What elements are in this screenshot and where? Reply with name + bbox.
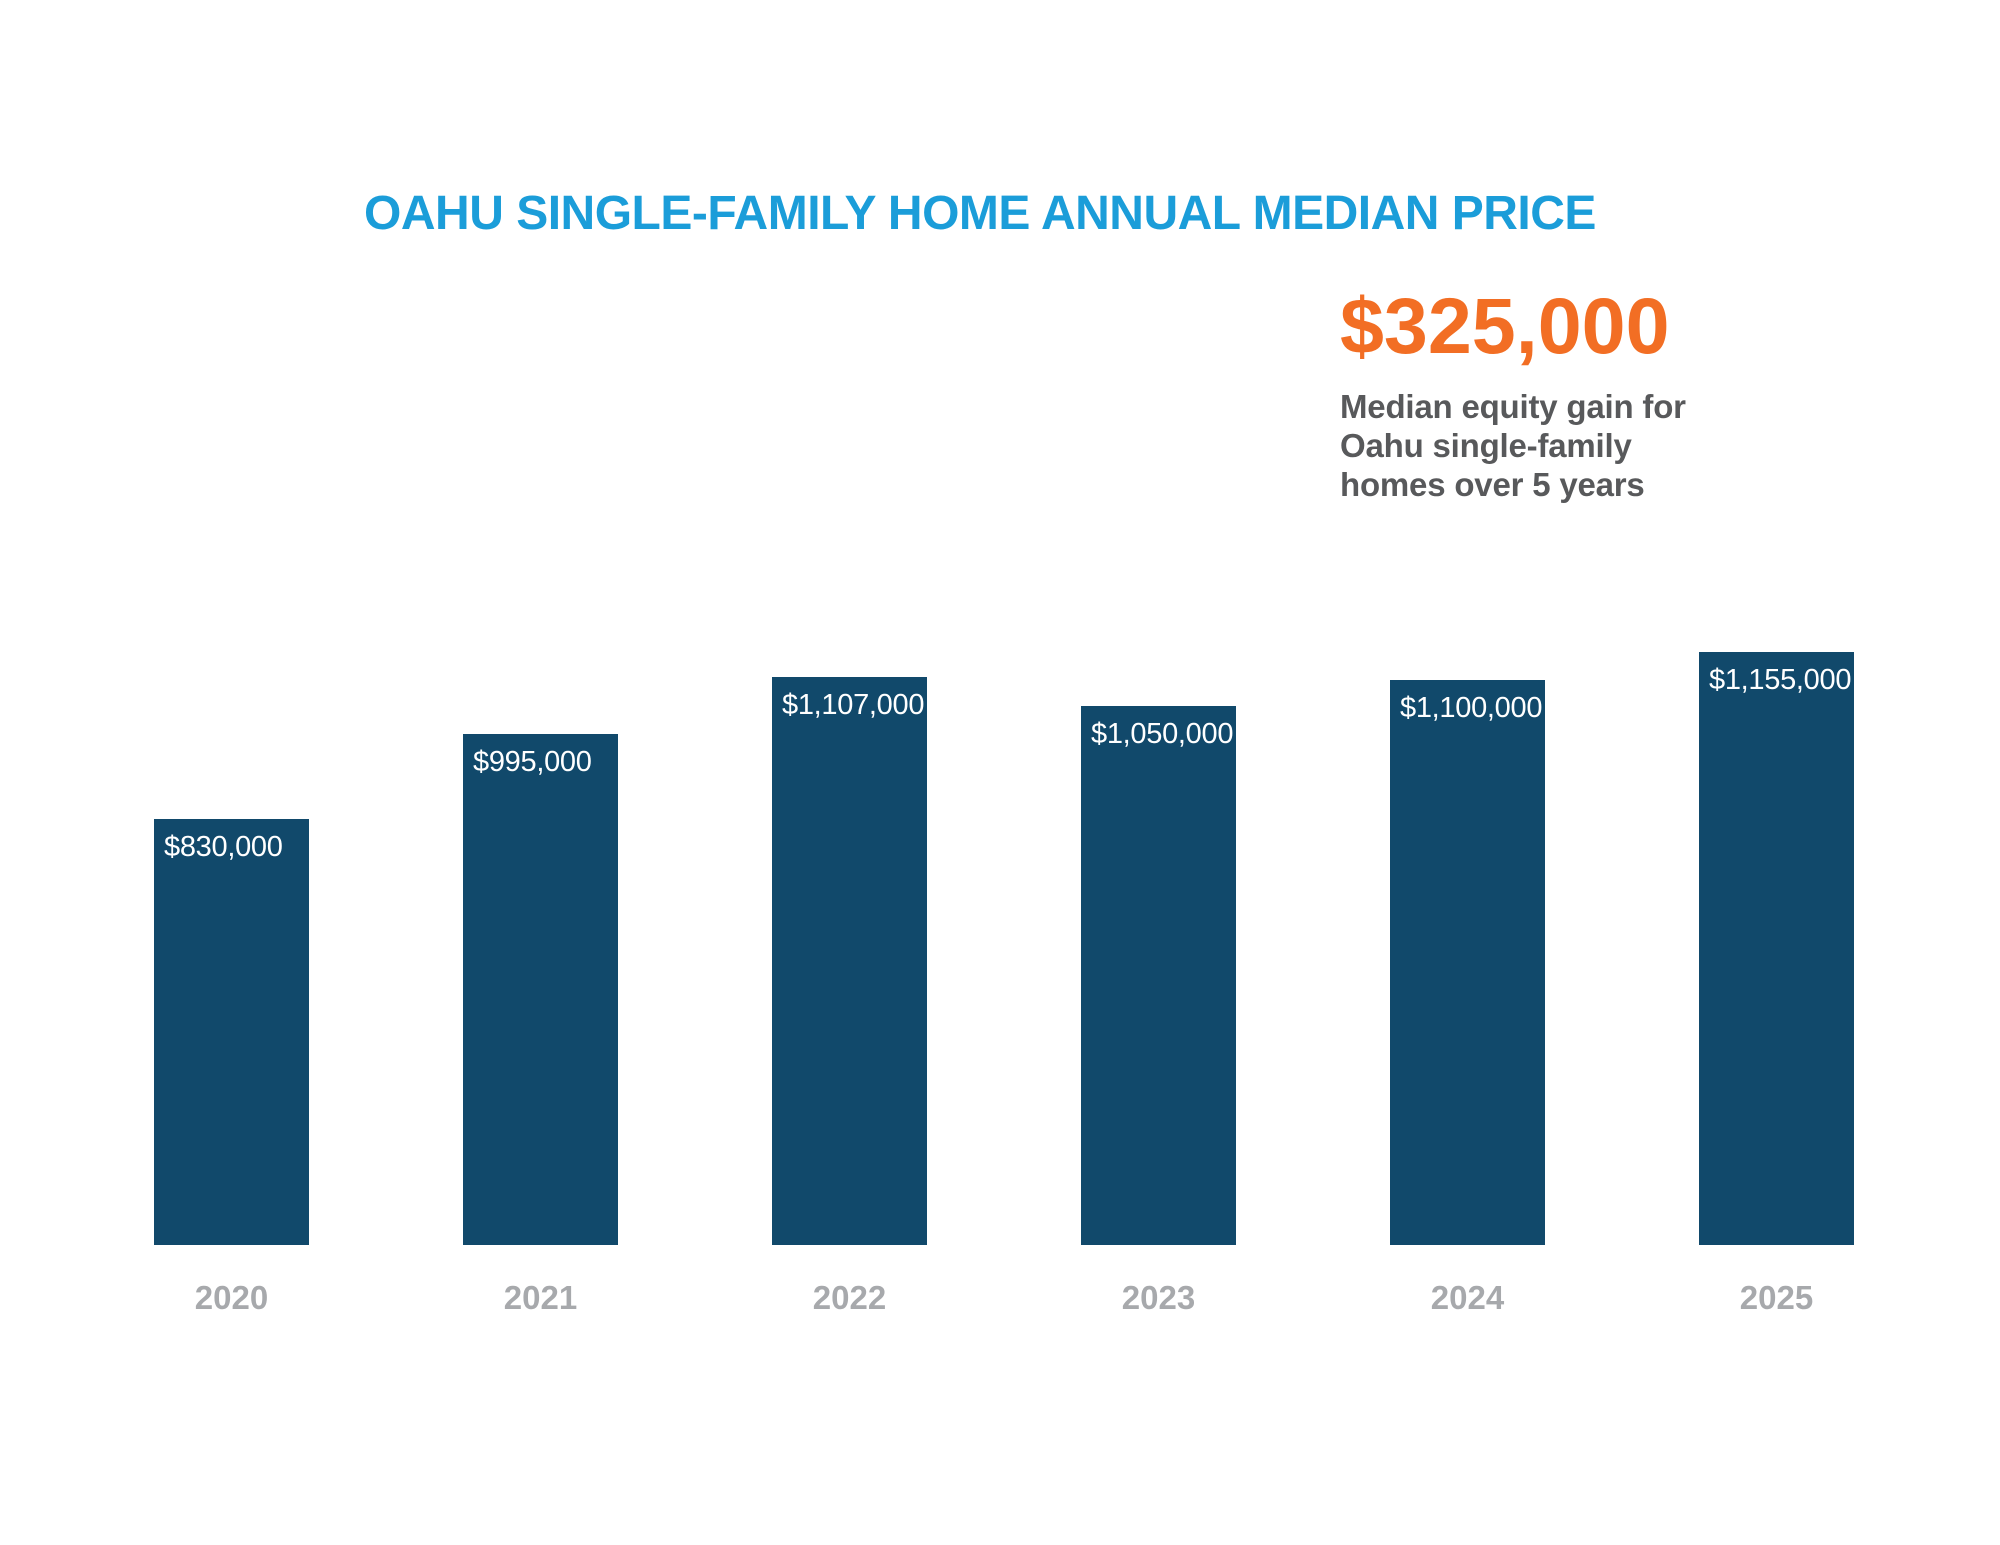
bar-2024: $1,100,000	[1390, 680, 1545, 1245]
bar-2025: $1,155,000	[1699, 652, 1854, 1245]
equity-gain-description-line-3: homes over 5 years	[1340, 466, 1645, 503]
equity-gain-description-line-2: Oahu single-family	[1340, 427, 1632, 464]
bar-value-label-2021: $995,000	[473, 746, 592, 778]
bar-value-label-2024: $1,100,000	[1400, 692, 1543, 724]
x-axis-label-2025: 2025	[1739, 1279, 1814, 1316]
equity-gain-description: Median equity gain for Oahu single-famil…	[1340, 387, 1800, 504]
chart-title: OAHU SINGLE-FAMILY HOME ANNUAL MEDIAN PR…	[364, 187, 1596, 240]
bar-2022: $1,107,000	[772, 677, 927, 1245]
equity-gain-callout: $325,000 Median equity gain for Oahu sin…	[1340, 286, 1800, 504]
x-axis-label-2020: 2020	[194, 1279, 269, 1316]
x-axis-label-2023: 2023	[1121, 1279, 1196, 1316]
x-axis-label-2022: 2022	[812, 1279, 887, 1316]
bar-value-label-2020: $830,000	[164, 831, 283, 863]
x-axis-label-2024: 2024	[1430, 1279, 1505, 1316]
equity-gain-value: $325,000	[1340, 281, 1670, 370]
bar-value-label-2023: $1,050,000	[1091, 718, 1234, 750]
x-axis-label-2021: 2021	[503, 1279, 578, 1316]
bar-2021: $995,000	[463, 734, 618, 1245]
bar-2023: $1,050,000	[1081, 706, 1236, 1245]
equity-gain-description-line-1: Median equity gain for	[1340, 388, 1686, 425]
bar-value-label-2025: $1,155,000	[1709, 664, 1852, 696]
bar-value-label-2022: $1,107,000	[782, 689, 925, 721]
bar-2020: $830,000	[154, 819, 309, 1245]
